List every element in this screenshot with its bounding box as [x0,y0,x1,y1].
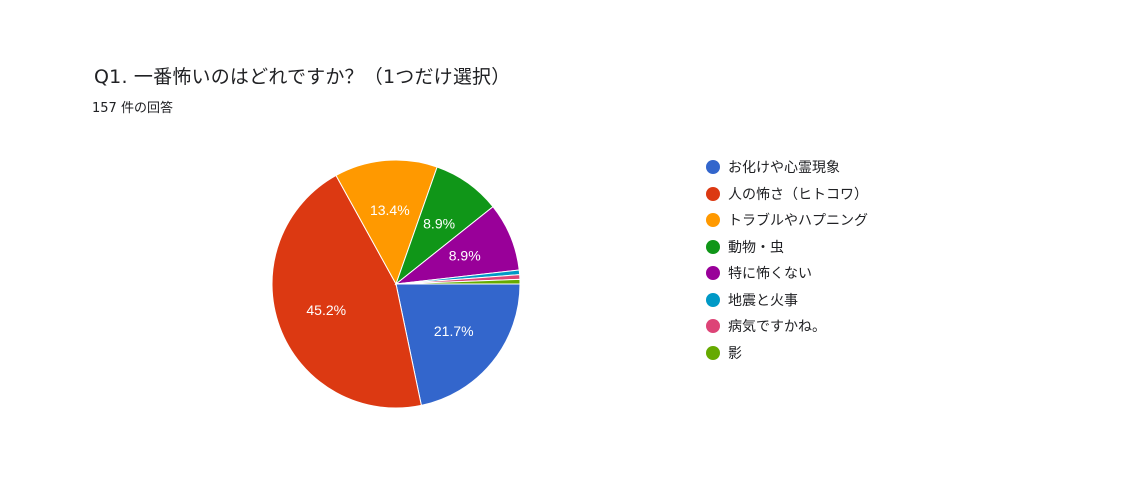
legend-label: 地震と火事 [728,292,798,309]
pie-slice-label-3: 13.4% [370,202,410,218]
legend-item-2[interactable]: 人の怖さ（ヒトコワ） [706,181,868,208]
question-title: Q1. 一番怖いのはどれですか？（1つだけ選択） [94,66,511,88]
pie-slice-label-2: 45.2% [306,302,346,318]
legend-label: お化けや心霊現象 [728,160,840,177]
pie-slice-8[interactable] [395,278,521,285]
legend-item-6[interactable]: 地震と火事 [706,287,868,314]
legend-swatch-icon [706,213,720,228]
legend-label: 特に怖くない [728,266,812,283]
legend-item-3[interactable]: トラブルやハプニング [706,207,868,234]
pie-slice-label-5: 8.9% [449,248,481,264]
pie-slice-label-4: 8.9% [423,215,455,231]
legend-swatch-icon [706,266,720,281]
legend-label: 人の怖さ（ヒトコワ） [728,186,868,203]
legend-item-4[interactable]: 動物・虫 [706,234,868,261]
legend-label: 病気ですかね。 [728,319,826,336]
legend-item-1[interactable]: お化けや心霊現象 [706,154,868,181]
legend-item-5[interactable]: 特に怖くない [706,260,868,287]
legend-swatch-icon [706,239,720,254]
legend-label: 動物・虫 [728,239,784,256]
legend-item-7[interactable]: 病気ですかね。 [706,313,868,340]
legend-label: 影 [728,345,742,362]
legend-swatch-icon [706,319,720,334]
pie-slice-1[interactable] [395,283,521,406]
legend-swatch-icon [706,292,720,307]
legend: お化けや心霊現象人の怖さ（ヒトコワ） トラブルやハプニング 動物・虫特に怖くない 地震… [706,154,868,366]
legend-swatch-icon [706,160,720,175]
pie-slice-2[interactable] [271,174,422,409]
pie-slice-labels: 21.7% 45.2% 13.4% 8.9% 8.9% [306,202,480,339]
pie-slice-label-1: 21.7% [434,323,474,339]
pie-slice-3[interactable] [335,159,438,286]
pie-slices [271,159,521,409]
response-count: 157 件の回答 [92,101,173,116]
legend-item-8[interactable]: 影 [706,340,868,367]
legend-label: トラブルやハプニング [728,213,868,230]
legend-swatch-icon [706,186,720,201]
legend-swatch-icon [706,345,720,360]
